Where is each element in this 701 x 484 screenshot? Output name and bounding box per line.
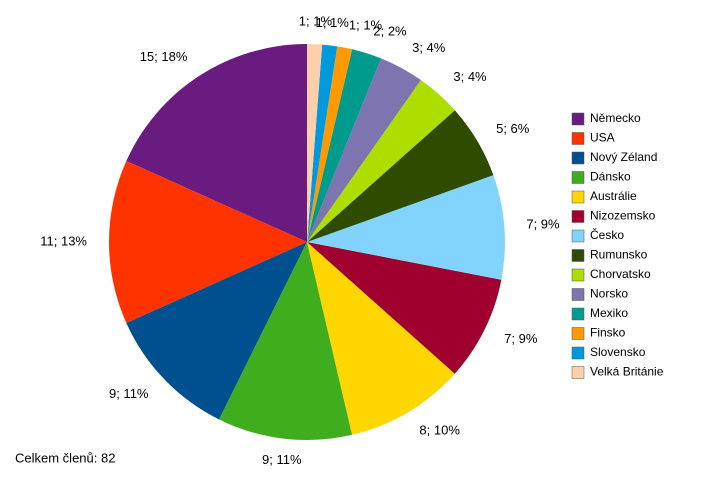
data-label: 7; 9%	[504, 331, 538, 346]
legend-swatch	[571, 229, 585, 243]
pie-slice	[219, 242, 353, 440]
pie-slice	[307, 242, 502, 374]
data-label: 1; 1%	[299, 14, 333, 29]
legend-swatch	[571, 288, 585, 301]
legend-swatch	[571, 190, 585, 204]
legend-swatch	[571, 346, 585, 360]
legend-label: Slovensko	[590, 345, 646, 359]
pie-slice	[307, 49, 382, 242]
legend-swatch	[571, 327, 585, 340]
legend-swatch	[571, 210, 585, 223]
data-label: 11; 13%	[40, 233, 87, 248]
pie-slice	[307, 175, 505, 280]
data-label: 9; 11%	[262, 452, 302, 467]
legend-swatch	[571, 132, 585, 145]
legend-label: Mexiko	[590, 306, 628, 320]
data-label: 3; 4%	[453, 69, 487, 84]
data-label: 1; 1%	[349, 17, 383, 32]
legend-swatch	[571, 151, 585, 165]
pie-slice	[307, 46, 353, 242]
legend-label: Nizozemsko	[590, 209, 656, 223]
data-label: 8; 10%	[419, 423, 460, 438]
legend-label: Austrálie	[590, 189, 637, 203]
pie-slice	[307, 242, 455, 435]
pie-slice	[307, 110, 494, 243]
legend-label: Rumunsko	[590, 248, 648, 262]
pie-slice	[307, 44, 323, 242]
data-label: 3; 4%	[412, 40, 446, 55]
legend-label: Velká Británie	[590, 365, 664, 379]
legend-label: Finsko	[590, 326, 626, 340]
legend-swatch	[571, 307, 585, 321]
data-label: 7; 9%	[526, 217, 560, 232]
legend-label: USA	[590, 131, 615, 145]
legend-label: Nový Zéland	[590, 150, 657, 164]
data-label: 9; 11%	[109, 386, 149, 401]
total-note: Celkem členů: 82	[15, 450, 115, 465]
data-label: 2; 2%	[373, 24, 407, 39]
legend-label: Dánsko	[590, 170, 631, 184]
legend-label: Norsko	[590, 287, 628, 301]
legend-swatch	[571, 249, 585, 262]
legend-swatch	[571, 366, 585, 379]
pie-slice	[307, 80, 455, 242]
legend-swatch	[571, 112, 585, 126]
pie-slice	[126, 242, 308, 420]
legend-swatch	[571, 268, 585, 282]
pie-slice	[109, 161, 307, 323]
pie-slice	[307, 58, 421, 242]
data-label: 1; 1%	[316, 15, 350, 30]
legend-swatch	[571, 171, 585, 184]
pie-slice	[126, 44, 308, 242]
data-label: 15; 18%	[140, 49, 188, 64]
legend-label: Chorvatsko	[590, 267, 651, 281]
pie-slice	[307, 44, 338, 243]
legend-label: Česko	[590, 227, 624, 242]
data-label: 5; 6%	[496, 121, 530, 136]
legend-label: Německo	[590, 111, 641, 125]
